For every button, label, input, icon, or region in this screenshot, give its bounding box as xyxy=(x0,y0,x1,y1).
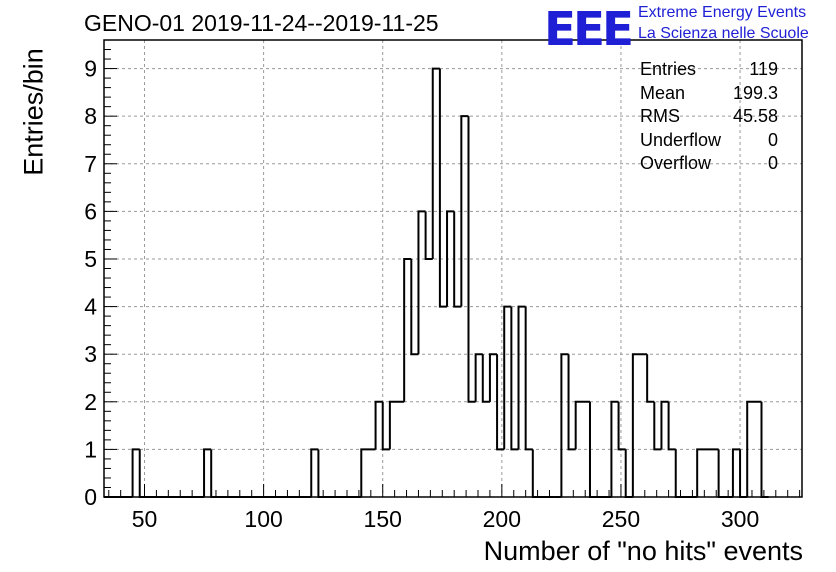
stat-value: 45.58 xyxy=(732,106,778,126)
histogram-bin xyxy=(560,353,569,497)
x-tick-label: 200 xyxy=(483,506,521,532)
histogram-bin xyxy=(388,400,405,450)
histogram-bin xyxy=(531,449,555,498)
histogram-bin xyxy=(317,449,362,498)
logo-line-1: Extreme Energy Events xyxy=(638,4,807,21)
histogram-bin xyxy=(510,306,519,451)
stat-label: Underflow xyxy=(640,129,722,150)
y-tick-label: 5 xyxy=(84,246,97,272)
stat-label: RMS xyxy=(640,106,680,126)
histogram-bin xyxy=(203,448,212,497)
histogram-bin xyxy=(360,448,376,497)
histogram-bin xyxy=(667,401,676,451)
histogram-bin xyxy=(403,257,412,402)
histogram-bin xyxy=(567,354,576,451)
histogram-bin xyxy=(488,353,498,402)
stat-value: 199.3 xyxy=(732,82,778,103)
histogram-bin xyxy=(646,354,655,403)
histogram-bin xyxy=(660,400,669,450)
stat-label: Mean xyxy=(640,82,686,103)
stats-box: Entries 119 Mean 199.3 RMS 45.58 Underfl… xyxy=(640,58,778,176)
histogram-bin xyxy=(731,448,741,497)
stat-label: Overflow xyxy=(640,153,712,173)
y-tick-label: 1 xyxy=(84,436,97,462)
histogram-bin xyxy=(381,401,390,451)
y-tick-label: 3 xyxy=(84,341,97,367)
stat-value: 0 xyxy=(767,129,778,150)
y-tick-label: 6 xyxy=(84,198,97,224)
histogram-bin xyxy=(131,448,140,497)
y-tick-label: 9 xyxy=(84,56,97,82)
histogram-bin xyxy=(617,401,626,451)
axis-ticks: 50 100 150 200 250 300 0 1 2 3 4 5 6 7 8 9 xyxy=(84,49,801,532)
histogram-bin xyxy=(739,449,748,498)
histogram-bin xyxy=(496,354,505,451)
histogram-bin xyxy=(467,116,476,403)
histogram-bin xyxy=(424,211,433,260)
logo-line-2: La Scienza nelle Scuole xyxy=(638,25,809,42)
histogram-bin xyxy=(717,449,733,498)
histogram-bin xyxy=(417,210,426,355)
y-tick-label: 2 xyxy=(84,389,97,415)
histogram-bin xyxy=(674,449,683,498)
stat-label: Entries xyxy=(640,59,697,79)
histogram-bin xyxy=(474,353,483,402)
histogram-bin xyxy=(138,449,205,498)
x-tick-label: 100 xyxy=(244,506,282,532)
histogram-bin xyxy=(210,449,312,498)
histogram-bin xyxy=(631,353,648,497)
histogram-bin xyxy=(438,68,448,308)
y-tick-label: 8 xyxy=(84,103,97,129)
y-axis-label: Entries/bin xyxy=(18,48,49,176)
histogram-bin xyxy=(431,67,440,259)
histogram-bin xyxy=(653,401,662,451)
histogram-bin xyxy=(374,400,383,450)
histogram-bin xyxy=(460,115,469,307)
x-tick-label: 150 xyxy=(364,506,402,532)
histogram-bin xyxy=(746,400,762,497)
stat-row-underflow: Underflow 0 xyxy=(640,129,778,153)
histogram-bin xyxy=(696,448,719,497)
histogram-bin xyxy=(410,258,419,356)
histogram-bin xyxy=(503,305,512,450)
histogram-bin xyxy=(610,400,619,497)
grid-lines xyxy=(104,40,802,497)
x-tick-label: 250 xyxy=(602,506,640,532)
stat-value: 119 xyxy=(749,59,778,79)
eee-logo: EEE xyxy=(544,2,634,56)
y-tick-label: 0 xyxy=(84,484,97,510)
y-tick-label: 7 xyxy=(84,151,97,177)
histogram-bin xyxy=(517,305,526,450)
x-axis-label: Number of "no hits" events xyxy=(483,536,803,566)
chart-title: GENO-01 2019-11-24--2019-11-25 xyxy=(84,10,439,36)
histogram-bin xyxy=(574,400,590,450)
stat-row-rms: RMS 45.58 xyxy=(640,105,778,129)
x-tick-label: 300 xyxy=(721,506,759,532)
stat-row-overflow: Overflow 0 xyxy=(640,152,778,176)
y-tick-label: 4 xyxy=(84,294,97,320)
x-tick-label: 50 xyxy=(132,506,158,532)
histogram-bin xyxy=(310,448,319,497)
histogram-bin xyxy=(624,449,633,498)
histogram-bin xyxy=(446,210,455,307)
histogram-bin xyxy=(453,211,462,308)
histogram-bin xyxy=(524,306,533,451)
histogram-bin xyxy=(481,354,490,403)
stat-row-mean: Mean 199.3 xyxy=(640,82,778,106)
stat-value: 0 xyxy=(767,153,778,173)
stat-row-entries: Entries 119 xyxy=(640,58,778,82)
